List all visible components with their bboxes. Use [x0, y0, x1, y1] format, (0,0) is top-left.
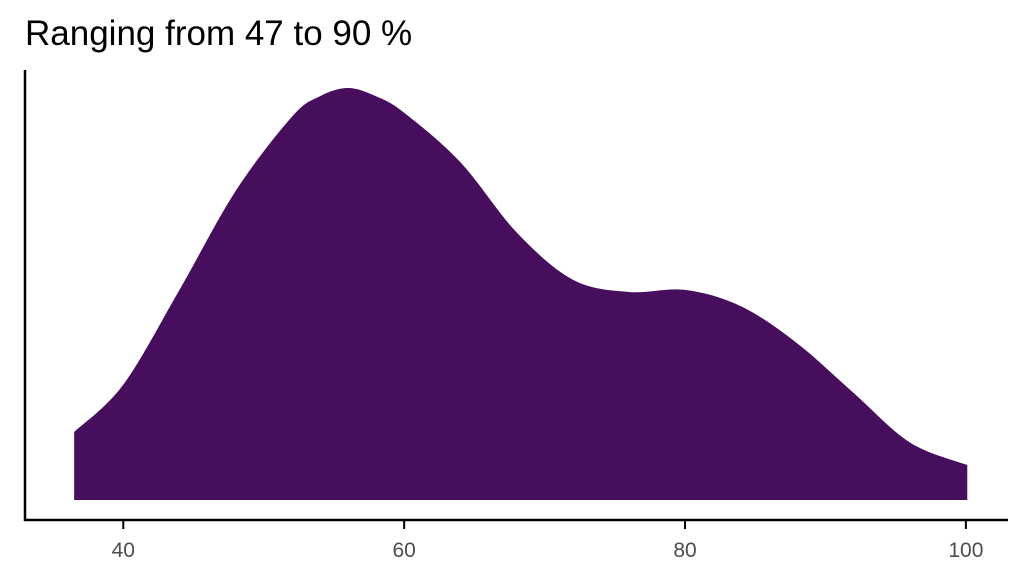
x-tick-label: 100 [948, 539, 983, 562]
density-area-0 [74, 88, 968, 500]
chart-title: Ranging from 47 to 90 % [25, 14, 412, 53]
x-axis-ticks: 40 60 80 100 [112, 520, 983, 562]
x-tick-label: 80 [673, 539, 696, 562]
x-tick-label: 60 [392, 539, 415, 562]
area-layer [74, 88, 968, 500]
x-tick-label: 40 [112, 539, 135, 562]
